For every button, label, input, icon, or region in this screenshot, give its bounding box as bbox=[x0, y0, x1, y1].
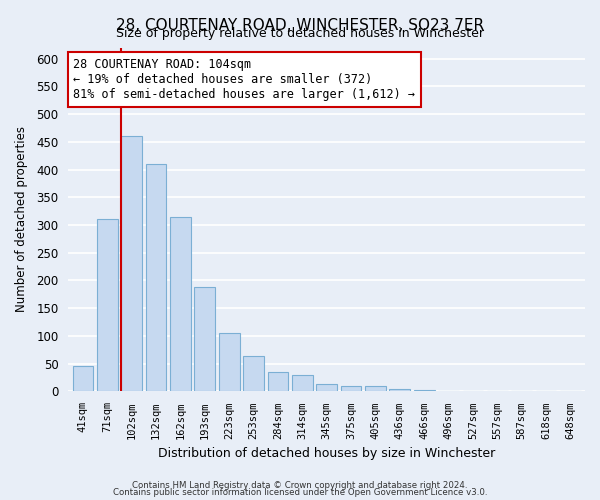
Bar bbox=[292, 375, 313, 392]
Text: Contains public sector information licensed under the Open Government Licence v3: Contains public sector information licen… bbox=[113, 488, 487, 497]
Bar bbox=[219, 333, 239, 392]
Bar bbox=[438, 391, 459, 392]
Bar bbox=[97, 220, 118, 392]
Bar bbox=[389, 388, 410, 392]
Text: Contains HM Land Registry data © Crown copyright and database right 2024.: Contains HM Land Registry data © Crown c… bbox=[132, 480, 468, 490]
Bar bbox=[414, 390, 434, 392]
Bar bbox=[146, 164, 166, 392]
Text: Size of property relative to detached houses in Winchester: Size of property relative to detached ho… bbox=[116, 28, 484, 40]
Bar bbox=[121, 136, 142, 392]
Bar bbox=[243, 356, 264, 392]
Text: 28, COURTENAY ROAD, WINCHESTER, SO23 7ER: 28, COURTENAY ROAD, WINCHESTER, SO23 7ER bbox=[116, 18, 484, 32]
Text: 28 COURTENAY ROAD: 104sqm
← 19% of detached houses are smaller (372)
81% of semi: 28 COURTENAY ROAD: 104sqm ← 19% of detac… bbox=[73, 58, 415, 101]
Bar bbox=[268, 372, 288, 392]
Bar bbox=[365, 386, 386, 392]
Bar bbox=[341, 386, 361, 392]
Bar bbox=[316, 384, 337, 392]
Bar bbox=[170, 216, 191, 392]
Bar bbox=[194, 287, 215, 392]
Bar bbox=[73, 366, 93, 392]
X-axis label: Distribution of detached houses by size in Winchester: Distribution of detached houses by size … bbox=[158, 447, 495, 460]
Y-axis label: Number of detached properties: Number of detached properties bbox=[15, 126, 28, 312]
